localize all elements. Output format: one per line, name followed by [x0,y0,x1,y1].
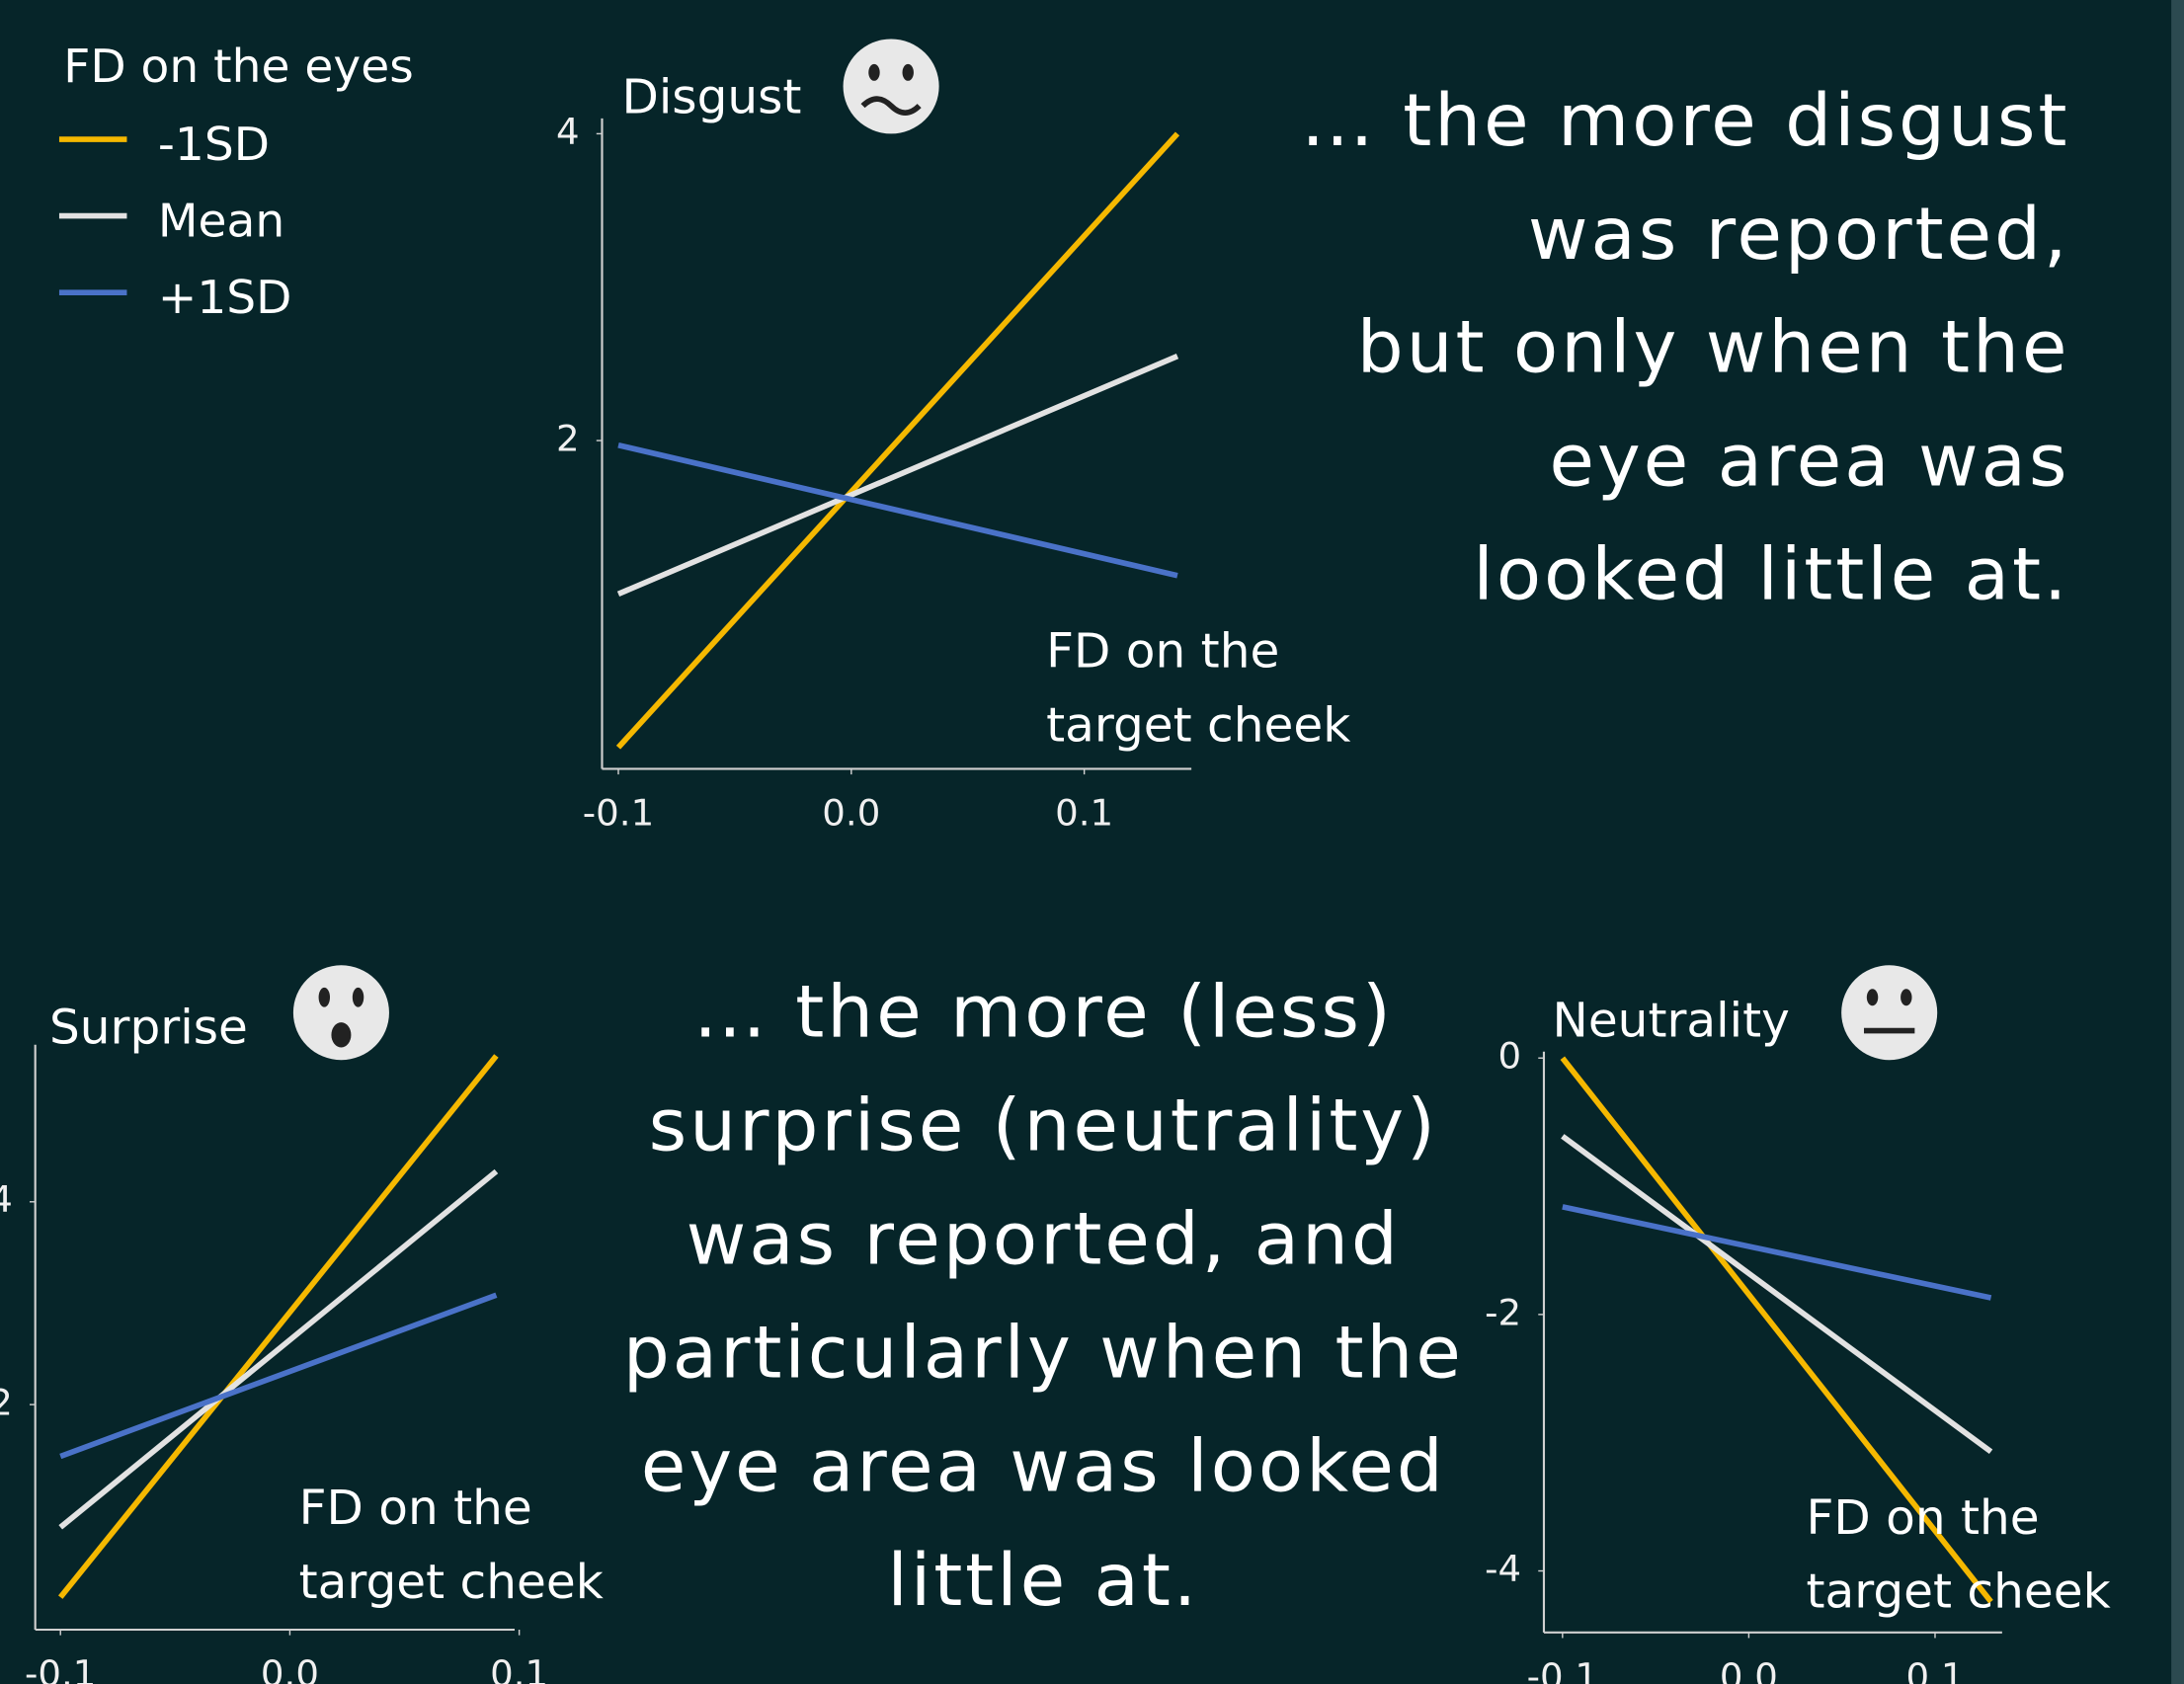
y-tick-label: 2 [0,1382,13,1424]
series-line [1562,1204,1992,1301]
edge-strip [2171,0,2184,1684]
x-axis-label: target cheek [1046,698,1350,754]
caption-line: little at. [887,1539,1199,1622]
chart-title: Disgust [621,70,801,125]
caption-line: but only when the [1357,306,2070,389]
y-tick-label: 0 [1498,1035,1522,1078]
x-tick-label: 0.0 [822,792,880,835]
y-tick-label: 2 [556,418,580,460]
caption-line: … the more disgust [1301,79,2070,162]
legend-label: Mean [158,196,284,249]
series-line [58,1168,499,1530]
x-tick-label: 0.0 [1720,1655,1778,1684]
chart-title: Surprise [49,1001,248,1056]
series-line [59,1292,498,1460]
x-tick-label: -0.1 [1527,1655,1598,1684]
legend-label: -1SD [158,119,270,172]
disgust-face [843,39,939,134]
y-tick-label: 4 [0,1178,13,1221]
x-axis-label: FD on the [299,1481,532,1536]
x-axis-label: target cheek [299,1555,604,1610]
x-tick-label: -0.1 [583,792,654,835]
series-line [617,441,1178,579]
series-line [615,131,1180,750]
series-line [1561,1134,1993,1455]
caption-line: surprise (neutrality) [649,1084,1438,1167]
series-line [1560,1056,1993,1604]
series-line [616,354,1179,597]
x-axis-label: FD on the [1046,624,1279,680]
x-tick-label: -0.1 [25,1652,96,1684]
x-tick-label: 0.1 [490,1652,548,1684]
x-tick-label: 0.0 [261,1652,319,1684]
caption-line: particularly when the [623,1312,1464,1395]
caption-line: looked little at. [1473,533,2069,616]
y-tick-label: -2 [1485,1292,1521,1334]
neutral-face [1841,965,1938,1061]
x-tick-label: 0.1 [1905,1655,1964,1684]
caption-line: eye area was looked [641,1425,1446,1508]
y-tick-label: -4 [1485,1548,1521,1590]
x-axis-label: target cheek [1806,1564,2110,1620]
surprise-face [292,965,389,1061]
legend-title: FD on the eyes [63,40,414,94]
x-axis-label: FD on the [1806,1490,2039,1546]
caption-line: was reported, and [687,1198,1401,1281]
caption-line: eye area was [1549,420,2069,503]
chart-title: Neutrality [1553,994,1790,1049]
caption-line: … the more (less) [693,971,1394,1054]
caption-line: was reported, [1528,193,2070,276]
y-tick-label: 4 [556,111,580,153]
x-tick-label: 0.1 [1055,792,1113,835]
legend-label: +1SD [158,272,292,325]
series-line [57,1054,499,1599]
